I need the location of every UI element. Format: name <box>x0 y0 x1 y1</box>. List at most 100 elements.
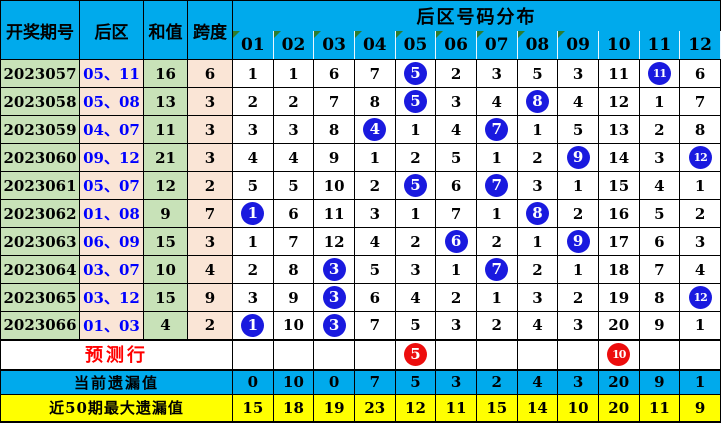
miss-count-cell: 3 <box>435 311 477 340</box>
max-miss-cell: 19 <box>313 394 355 423</box>
column-header-12: 12 <box>679 30 721 60</box>
period-cell: 2023064 <box>0 255 80 284</box>
sum-cell: 13 <box>143 87 188 116</box>
draw-row-2023059: 2023059 04、07 11 3 3 3 8 4 1 4 7 1 5 13 2 8 <box>0 115 721 144</box>
miss-count-cell: 3 <box>232 283 274 312</box>
miss-count-cell: 1 <box>557 171 599 200</box>
current-miss-cell: 0 <box>232 369 274 395</box>
miss-count-cell: 2 <box>272 87 315 116</box>
miss-count-cell: 5 <box>232 171 274 200</box>
max-miss-cell: 20 <box>597 394 640 423</box>
prediction-empty-cell <box>679 338 721 371</box>
hit-ball-cell: 12 <box>679 143 721 172</box>
miss-count-cell: 8 <box>353 87 396 116</box>
miss-count-cell: 2 <box>353 171 396 200</box>
blue-ball: 3 <box>322 286 346 309</box>
header-row-top: 开奖期号 后区 和值 跨度 后区号码分布 <box>0 0 721 60</box>
blue-ball: 12 <box>688 146 712 169</box>
blue-ball: 9 <box>566 230 590 253</box>
current-miss-cell: 5 <box>394 369 437 395</box>
blue-ball: 5 <box>403 90 427 113</box>
sum-cell: 4 <box>143 311 188 340</box>
prediction-empty-cell <box>638 338 681 371</box>
miss-count-cell: 5 <box>353 255 396 284</box>
miss-count-cell: 1 <box>394 199 437 228</box>
period-cell: 2023062 <box>0 199 80 228</box>
miss-count-cell: 2 <box>435 283 477 312</box>
blue-ball: 8 <box>525 90 549 113</box>
max-miss-cell: 23 <box>353 394 396 423</box>
draw-row-2023065: 2023065 03、12 15 9 3 9 3 6 4 2 1 3 2 19 8 12 <box>0 283 721 312</box>
miss-count-cell: 7 <box>353 311 396 340</box>
rear-numbers-cell: 01、08 <box>79 199 144 228</box>
current-miss-cell: 4 <box>516 369 559 395</box>
miss-count-cell: 2 <box>394 143 437 172</box>
miss-count-cell: 4 <box>435 115 477 144</box>
blue-ball: 9 <box>566 146 590 169</box>
miss-count-cell: 1 <box>435 255 477 284</box>
current-miss-cell: 7 <box>353 369 396 395</box>
hit-ball-cell: 1 <box>232 311 274 340</box>
current-miss-cell: 3 <box>557 369 599 395</box>
blue-ball: 6 <box>444 230 468 253</box>
miss-count-cell: 16 <box>597 199 640 228</box>
blue-ball: 5 <box>403 62 427 85</box>
excel-flag-icon <box>558 30 566 38</box>
miss-count-cell: 5 <box>638 199 681 228</box>
excel-flag-icon <box>355 30 362 38</box>
miss-count-cell: 3 <box>232 115 274 144</box>
prediction-empty-cell <box>272 338 315 371</box>
rear-numbers-cell: 04、07 <box>79 115 144 144</box>
excel-flag-icon <box>396 30 403 38</box>
column-header-01: 01 <box>232 30 274 60</box>
draw-row-2023064: 2023064 03、07 10 4 2 8 3 5 3 1 7 2 1 18 7 4 <box>0 255 721 284</box>
miss-count-cell: 1 <box>272 59 315 88</box>
miss-count-cell: 2 <box>557 283 599 312</box>
max-miss-cell: 11 <box>638 394 681 423</box>
miss-count-cell: 1 <box>557 255 599 284</box>
span-cell: 4 <box>187 255 233 284</box>
column-header-sum: 和值 <box>143 0 188 60</box>
max-miss-cell: 14 <box>516 394 559 423</box>
hit-ball-cell: 1 <box>232 199 274 228</box>
miss-count-cell: 3 <box>557 311 599 340</box>
miss-count-cell: 2 <box>516 255 559 284</box>
column-header-04: 04 <box>353 30 396 60</box>
blue-ball: 3 <box>322 313 346 337</box>
span-cell: 7 <box>187 199 233 228</box>
span-cell: 2 <box>187 311 233 340</box>
span-cell: 2 <box>187 171 233 200</box>
miss-count-cell: 14 <box>597 143 640 172</box>
red-ball: 10 <box>607 342 631 366</box>
blue-ball: 1 <box>241 202 265 225</box>
prediction-empty-cell <box>557 338 599 371</box>
blue-ball: 7 <box>485 258 509 281</box>
hit-ball-cell: 3 <box>313 311 355 340</box>
draw-row-2023057: 2023057 05、11 16 6 1 1 6 7 5 2 3 5 3 11 11 6 <box>0 59 721 88</box>
rear-numbers-cell: 06、09 <box>79 227 144 256</box>
miss-count-cell: 4 <box>516 311 559 340</box>
miss-count-cell: 15 <box>597 171 640 200</box>
rear-numbers-cell: 05、11 <box>79 59 144 88</box>
column-header-09: 09 <box>557 30 599 60</box>
miss-count-cell: 7 <box>353 59 396 88</box>
blue-ball: 7 <box>485 118 509 141</box>
miss-count-cell: 5 <box>516 59 559 88</box>
miss-count-cell: 2 <box>557 199 599 228</box>
miss-count-cell: 3 <box>475 59 518 88</box>
miss-count-cell: 9 <box>638 311 681 340</box>
hit-ball-cell: 6 <box>435 227 477 256</box>
miss-count-cell: 11 <box>597 59 640 88</box>
hit-ball-cell: 3 <box>313 283 355 312</box>
miss-count-cell: 8 <box>638 283 681 312</box>
miss-count-cell: 2 <box>679 199 721 228</box>
rear-numbers-cell: 01、03 <box>79 311 144 340</box>
current-miss-cell: 2 <box>475 369 518 395</box>
miss-count-cell: 2 <box>435 59 477 88</box>
miss-count-cell: 7 <box>638 255 681 284</box>
miss-count-cell: 7 <box>435 199 477 228</box>
excel-flag-icon <box>436 30 444 38</box>
draw-row-2023060: 2023060 09、12 21 3 4 4 9 1 2 5 1 2 9 14 3 12 <box>0 143 721 172</box>
miss-count-cell: 6 <box>353 283 396 312</box>
miss-count-cell: 3 <box>516 283 559 312</box>
